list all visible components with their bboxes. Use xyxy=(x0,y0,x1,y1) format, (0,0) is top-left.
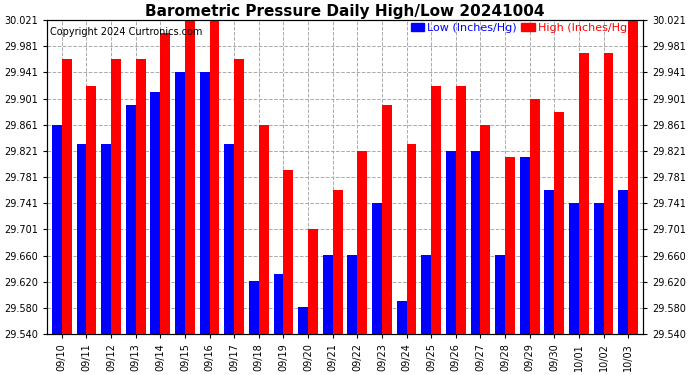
Bar xyxy=(357,151,367,334)
Bar xyxy=(480,124,491,334)
Bar xyxy=(422,255,431,334)
Bar xyxy=(505,157,515,334)
Bar xyxy=(333,190,342,334)
Bar xyxy=(199,72,210,334)
Bar xyxy=(569,203,579,334)
Bar xyxy=(224,144,234,334)
Bar xyxy=(77,144,86,334)
Bar xyxy=(618,190,628,334)
Bar xyxy=(544,190,554,334)
Bar xyxy=(397,301,406,334)
Bar xyxy=(126,105,136,334)
Bar xyxy=(593,203,604,334)
Bar xyxy=(520,157,530,334)
Bar xyxy=(382,105,392,334)
Bar xyxy=(111,59,121,334)
Bar xyxy=(101,144,111,334)
Bar xyxy=(62,59,72,334)
Bar xyxy=(446,151,456,334)
Bar xyxy=(234,59,244,334)
Bar xyxy=(406,144,416,334)
Bar xyxy=(136,59,146,334)
Bar xyxy=(284,170,293,334)
Bar xyxy=(160,33,170,334)
Bar xyxy=(628,20,638,334)
Title: Barometric Pressure Daily High/Low 20241004: Barometric Pressure Daily High/Low 20241… xyxy=(146,4,544,19)
Bar xyxy=(150,92,160,334)
Bar xyxy=(52,124,62,334)
Text: Copyright 2024 Curtronics.com: Copyright 2024 Curtronics.com xyxy=(50,27,202,37)
Bar xyxy=(298,307,308,334)
Bar xyxy=(259,124,268,334)
Bar xyxy=(323,255,333,334)
Bar xyxy=(308,229,318,334)
Bar xyxy=(185,7,195,334)
Bar xyxy=(604,53,613,334)
Bar xyxy=(175,72,185,334)
Bar xyxy=(554,112,564,334)
Bar xyxy=(495,255,505,334)
Bar xyxy=(530,99,540,334)
Bar xyxy=(249,281,259,334)
Bar xyxy=(274,274,284,334)
Bar xyxy=(431,86,441,334)
Legend: Low (Inches/Hg), High (Inches/Hg): Low (Inches/Hg), High (Inches/Hg) xyxy=(411,23,631,33)
Bar xyxy=(372,203,382,334)
Bar xyxy=(471,151,480,334)
Bar xyxy=(456,86,466,334)
Bar xyxy=(86,86,97,334)
Bar xyxy=(210,1,219,334)
Bar xyxy=(579,53,589,334)
Bar xyxy=(348,255,357,334)
